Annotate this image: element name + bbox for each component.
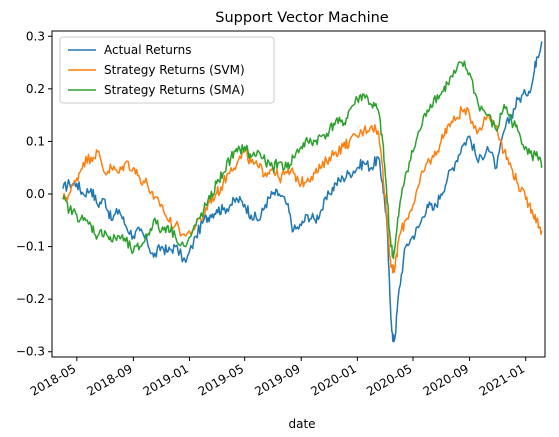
x-tick-label: 2018-09 bbox=[84, 361, 134, 398]
y-tick-label: 0.1 bbox=[26, 134, 45, 148]
y-tick-label: −0.2 bbox=[16, 292, 45, 306]
legend-label: Strategy Returns (SVM) bbox=[104, 63, 245, 77]
series-line-3 bbox=[62, 60, 543, 260]
legend-box bbox=[59, 36, 275, 104]
x-tick-label: 2019-09 bbox=[252, 361, 302, 398]
legend-label: Strategy Returns (SMA) bbox=[104, 83, 245, 97]
y-tick-label: 0.2 bbox=[26, 82, 45, 96]
x-tick-label: 2020-01 bbox=[308, 361, 358, 398]
y-tick-label: −0.1 bbox=[16, 240, 45, 254]
x-axis: 2018-05 2018-09 2019-01 2019-05 2019-09 2020-… bbox=[28, 357, 527, 399]
y-tick-label: −0.3 bbox=[16, 345, 45, 359]
x-tick-label: 2018-05 bbox=[28, 361, 78, 398]
y-tick-label: 0.3 bbox=[26, 29, 45, 43]
y-axis: −0.3 −0.2 −0.1 0.0 0.1 0.2 0.3 bbox=[16, 29, 52, 359]
legend: Actual Returns Strategy Returns (SVM) Stra… bbox=[59, 36, 275, 104]
legend-label: Actual Returns bbox=[104, 43, 191, 57]
x-tick-label: 2021-01 bbox=[477, 361, 527, 398]
x-tick-label: 2019-01 bbox=[141, 361, 191, 398]
plot-series-group bbox=[62, 41, 543, 343]
y-tick-label: 0.0 bbox=[26, 187, 45, 201]
x-tick-label: 2019-05 bbox=[196, 361, 246, 398]
x-axis-label: date bbox=[288, 417, 315, 431]
x-tick-label: 2020-05 bbox=[364, 361, 414, 398]
series-line-2 bbox=[62, 105, 543, 274]
chart-title: Support Vector Machine bbox=[215, 10, 389, 26]
x-tick-label: 2020-09 bbox=[421, 361, 471, 398]
